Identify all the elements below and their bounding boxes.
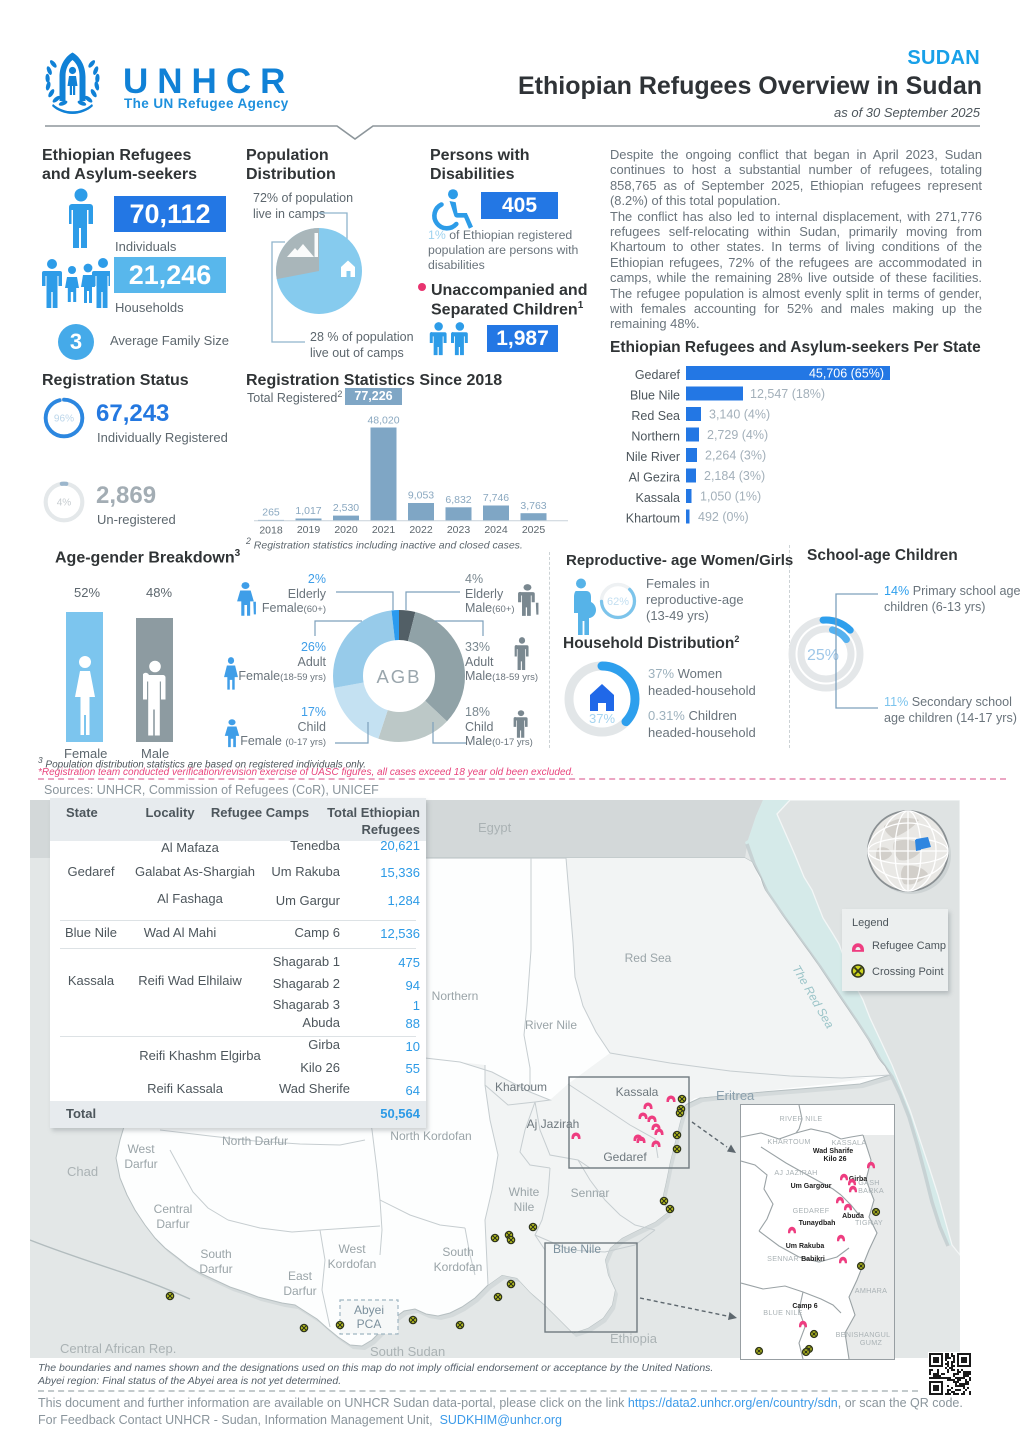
svg-text:Chad: Chad	[67, 1164, 98, 1179]
svg-text:Gedaref: Gedaref	[635, 368, 681, 382]
svg-text:2,729 (4%): 2,729 (4%)	[707, 428, 768, 442]
svg-text:West: West	[127, 1142, 155, 1156]
svg-text:2025: 2025	[522, 524, 546, 535]
svg-text:South: South	[442, 1245, 473, 1259]
svg-text:37%: 37%	[589, 711, 615, 726]
svg-text:TIGRAY: TIGRAY	[855, 1218, 883, 1227]
svg-text:Gedaref: Gedaref	[603, 1150, 647, 1164]
svg-text:Ethiopia: Ethiopia	[610, 1331, 658, 1346]
svg-text:GASH: GASH	[858, 1178, 880, 1187]
svg-text:AJ JAZIRAH: AJ JAZIRAH	[774, 1168, 817, 1177]
svg-text:Khartoum: Khartoum	[626, 512, 680, 526]
svg-text:White: White	[509, 1185, 540, 1199]
svg-text:2024: 2024	[484, 524, 508, 535]
svg-text:North Darfur: North Darfur	[222, 1134, 288, 1148]
svg-text:AMHARA: AMHARA	[855, 1286, 888, 1295]
svg-text:12,547 (18%): 12,547 (18%)	[750, 387, 825, 401]
svg-text:1,017: 1,017	[295, 505, 321, 517]
svg-text:2021: 2021	[372, 524, 396, 535]
svg-text:265: 265	[262, 507, 280, 519]
svg-text:North Kordofan: North Kordofan	[390, 1129, 471, 1143]
svg-text:Kassala: Kassala	[636, 491, 681, 505]
svg-text:Central: Central	[154, 1202, 193, 1216]
svg-text:GEDAREF: GEDAREF	[793, 1206, 830, 1215]
svg-text:Kilo 26: Kilo 26	[824, 1156, 847, 1163]
svg-text:Camp 6: Camp 6	[792, 1303, 817, 1310]
svg-text:Um Gargour: Um Gargour	[791, 1183, 832, 1190]
svg-text:Sennar: Sennar	[571, 1186, 610, 1200]
svg-text:Central African Rep.: Central African Rep.	[60, 1341, 176, 1356]
svg-text:The UN Refugee Agency: The UN Refugee Agency	[124, 96, 289, 111]
svg-text:Aj Jazirah: Aj Jazirah	[527, 1117, 580, 1131]
svg-text:BARKA: BARKA	[858, 1186, 884, 1195]
svg-text:2,530: 2,530	[333, 502, 359, 514]
svg-text:South Sudan: South Sudan	[370, 1344, 445, 1358]
svg-text:SENNAR: SENNAR	[767, 1254, 799, 1263]
svg-text:Red Sea: Red Sea	[625, 951, 672, 965]
svg-text:RIVER NILE: RIVER NILE	[780, 1114, 823, 1123]
svg-text:Kordofan: Kordofan	[434, 1260, 483, 1274]
svg-text:Darfur: Darfur	[124, 1157, 157, 1171]
svg-text:Babikri: Babikri	[801, 1256, 825, 1263]
svg-text:2019: 2019	[297, 524, 321, 535]
svg-text:6,832: 6,832	[445, 494, 471, 506]
svg-text:BLUE NILE: BLUE NILE	[763, 1308, 802, 1317]
svg-text:7,746: 7,746	[483, 492, 509, 504]
svg-text:Abuda: Abuda	[842, 1213, 864, 1220]
svg-text:Eritrea: Eritrea	[716, 1088, 755, 1103]
svg-text:48,020: 48,020	[367, 415, 399, 427]
svg-text:River Nile: River Nile	[525, 1018, 577, 1032]
svg-text:2,264 (3%): 2,264 (3%)	[705, 449, 766, 463]
svg-text:AGB: AGB	[376, 666, 421, 687]
svg-text:Darfur: Darfur	[283, 1284, 316, 1298]
svg-text:Tunaydbah: Tunaydbah	[799, 1220, 836, 1227]
svg-text:Northern: Northern	[631, 430, 680, 444]
svg-text:Nile River: Nile River	[626, 450, 680, 464]
svg-text:Egypt: Egypt	[478, 820, 512, 835]
svg-text:PCA: PCA	[357, 1317, 382, 1331]
svg-text:Kordofan: Kordofan	[328, 1257, 377, 1271]
svg-text:Kassala: Kassala	[616, 1085, 659, 1099]
svg-text:KASSALA: KASSALA	[832, 1138, 867, 1147]
svg-text:Nile: Nile	[514, 1200, 535, 1214]
svg-text:492 (0%): 492 (0%)	[698, 510, 749, 524]
svg-text:Darfur: Darfur	[156, 1217, 189, 1231]
svg-text:Abyei: Abyei	[354, 1303, 384, 1317]
svg-text:Al Gezira: Al Gezira	[629, 471, 680, 485]
svg-text:2018: 2018	[259, 525, 283, 536]
svg-text:2020: 2020	[334, 524, 358, 535]
svg-text:Red Sea: Red Sea	[631, 409, 680, 423]
svg-text:Khartoum: Khartoum	[495, 1080, 547, 1094]
svg-text:45,706 (65%): 45,706 (65%)	[809, 367, 884, 381]
svg-text:4%: 4%	[57, 498, 72, 509]
svg-text:Girba: Girba	[849, 1176, 867, 1183]
svg-text:South: South	[200, 1247, 231, 1261]
svg-text:Wad Sharife: Wad Sharife	[813, 1148, 853, 1155]
svg-text:62%: 62%	[607, 596, 629, 608]
svg-text:Um Rakuba: Um Rakuba	[786, 1243, 825, 1250]
svg-text:BENISHANGUL: BENISHANGUL	[836, 1330, 891, 1339]
svg-text:3,140 (4%): 3,140 (4%)	[709, 408, 770, 422]
svg-text:GUMZ: GUMZ	[860, 1338, 883, 1347]
svg-text:UNHCR: UNHCR	[123, 62, 294, 101]
svg-text:96%: 96%	[54, 414, 74, 425]
svg-text:Blue Nile: Blue Nile	[630, 389, 680, 403]
svg-text:West: West	[338, 1242, 366, 1256]
svg-text:KHARTOUM: KHARTOUM	[767, 1137, 810, 1146]
svg-text:2,184 (3%): 2,184 (3%)	[704, 469, 765, 483]
svg-text:Blue Nile: Blue Nile	[553, 1242, 601, 1256]
svg-text:3,763: 3,763	[520, 500, 546, 512]
svg-text:2022: 2022	[409, 524, 433, 535]
svg-text:Darfur: Darfur	[199, 1262, 232, 1276]
svg-text:East: East	[288, 1269, 313, 1283]
svg-text:9,053: 9,053	[408, 490, 434, 502]
svg-text:Northern: Northern	[432, 989, 479, 1003]
svg-text:1,050 (1%): 1,050 (1%)	[700, 490, 761, 504]
svg-text:2023: 2023	[447, 524, 471, 535]
svg-text:25%: 25%	[807, 647, 839, 664]
